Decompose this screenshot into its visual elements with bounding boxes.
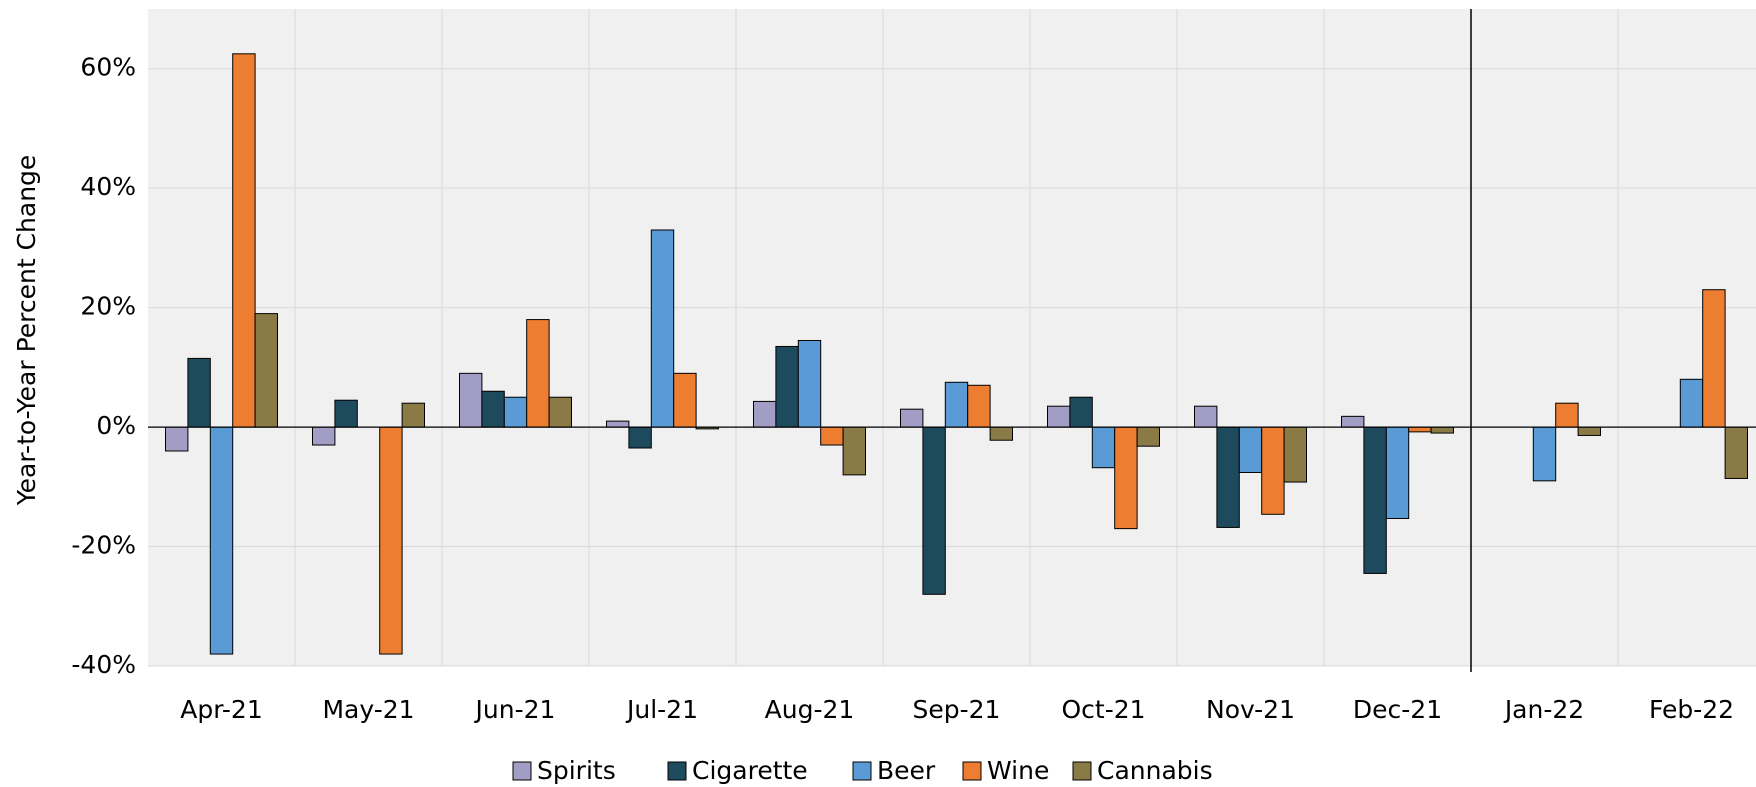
bar	[165, 426, 189, 452]
bar	[548, 396, 572, 428]
y-axis-label: Year-to-Year Percent Change	[12, 155, 41, 507]
x-tick-label: Nov-21	[1206, 695, 1295, 724]
bar	[900, 408, 924, 428]
bar	[922, 426, 946, 595]
y-tick-label: 40%	[80, 172, 136, 201]
bar	[1069, 396, 1093, 428]
bar	[503, 396, 528, 428]
bar	[1283, 426, 1307, 483]
y-tick-label: 60%	[80, 53, 136, 82]
x-tick-label: Apr-21	[180, 695, 262, 724]
bar	[673, 372, 697, 428]
bar	[334, 399, 358, 428]
bar	[1261, 426, 1285, 515]
bar	[1702, 289, 1726, 428]
bar	[820, 426, 844, 446]
bar	[775, 345, 799, 428]
bar	[606, 420, 630, 428]
legend-label: Wine	[987, 756, 1049, 785]
legend-label: Beer	[877, 756, 936, 785]
bar	[1385, 426, 1410, 519]
legend-swatch	[512, 761, 532, 781]
bar	[1047, 405, 1071, 428]
bar	[312, 426, 336, 446]
bar	[254, 313, 279, 428]
bar	[379, 426, 403, 655]
bar	[209, 426, 234, 655]
bar	[1577, 426, 1601, 436]
bar	[842, 426, 866, 476]
bar	[628, 426, 652, 449]
plot-background	[148, 9, 1756, 666]
bar	[1679, 378, 1704, 428]
bar	[1091, 426, 1116, 469]
bar	[1532, 426, 1557, 482]
bar	[1408, 426, 1432, 433]
y-tick-label: 20%	[80, 292, 136, 321]
legend-label: Cannabis	[1097, 756, 1213, 785]
y-tick-label: 0%	[96, 411, 136, 440]
bar	[1216, 426, 1240, 528]
bar	[1555, 402, 1579, 428]
bar	[753, 400, 777, 428]
bar	[944, 381, 969, 428]
bar	[232, 53, 256, 428]
bar	[1136, 426, 1160, 447]
x-tick-label: Sep-21	[913, 695, 1001, 724]
bar	[1341, 415, 1365, 428]
x-tick-label: Aug-21	[765, 695, 855, 724]
bar	[1238, 426, 1263, 473]
x-tick-label: Feb-22	[1649, 695, 1734, 724]
bar	[797, 339, 822, 428]
x-tick-label: Jan-22	[1503, 695, 1584, 724]
bar	[481, 390, 505, 428]
bar	[967, 384, 991, 428]
legend-swatch	[667, 761, 687, 781]
bar	[1724, 426, 1748, 479]
bar	[1194, 405, 1218, 428]
bar	[401, 402, 426, 428]
bar	[650, 229, 675, 428]
x-tick-label: Jul-21	[625, 695, 698, 724]
bar	[526, 319, 550, 428]
bar	[459, 372, 483, 428]
bar	[187, 357, 211, 428]
x-tick-label: Dec-21	[1353, 695, 1442, 724]
legend-label: Spirits	[537, 756, 616, 785]
legend-swatch	[962, 761, 982, 781]
bar	[989, 426, 1013, 441]
y-tick-label: -20%	[71, 531, 136, 560]
y-tick-label: -40%	[71, 650, 136, 679]
legend-swatch	[852, 761, 872, 781]
legend-swatch	[1072, 761, 1092, 781]
bar	[1114, 426, 1138, 530]
x-tick-label: May-21	[322, 695, 414, 724]
x-tick-label: Jun-21	[474, 695, 556, 724]
bar	[1430, 426, 1454, 434]
legend-label: Cigarette	[692, 756, 808, 785]
x-tick-label: Oct-21	[1061, 695, 1145, 724]
bar	[1363, 426, 1387, 574]
